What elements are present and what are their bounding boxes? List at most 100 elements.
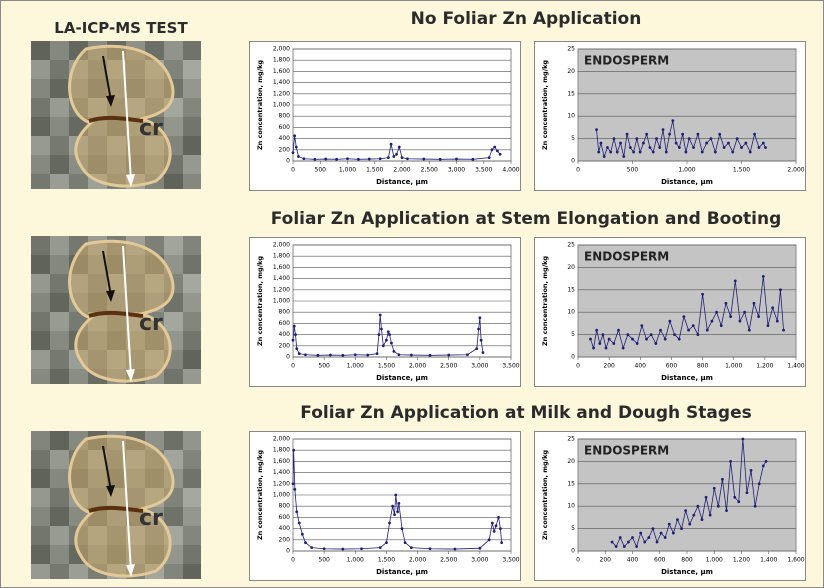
data-point (712, 486, 716, 490)
data-point (604, 346, 608, 350)
y-tick-label: 1,600 (273, 264, 290, 271)
mosaic-tile (31, 350, 50, 369)
mosaic-tile (31, 155, 50, 174)
data-point (668, 319, 672, 323)
mosaic-tile (50, 469, 69, 488)
data-point (293, 488, 297, 491)
y-tick-label: 1,400 (273, 79, 290, 86)
data-point (661, 128, 665, 132)
mosaic-tile (164, 41, 183, 60)
data-point (495, 149, 499, 153)
data-point (403, 541, 407, 544)
y-tick-label: 800 (279, 503, 291, 510)
mosaic-tile (183, 450, 201, 469)
data-point (740, 146, 743, 149)
y-tick-label: 1,800 (273, 57, 290, 64)
x-tick-label: 500 (627, 167, 639, 174)
data-point (394, 493, 398, 497)
data-point (493, 145, 497, 149)
x-tick-label: 1,000 (347, 363, 364, 370)
data-point (635, 137, 639, 140)
mosaic-tile (50, 274, 69, 293)
mosaic-tile (183, 98, 201, 117)
data-point (310, 546, 314, 550)
x-tick-label: 600 (654, 557, 666, 564)
x-tick-label: 2,000 (409, 557, 426, 564)
data-point (607, 337, 611, 341)
annotation: ENDOSPERM (584, 54, 669, 68)
mosaic-tile (164, 174, 183, 189)
mosaic-tile (183, 431, 201, 450)
data-point (479, 338, 483, 342)
arrow-black-head (106, 485, 115, 497)
y-tick-label: 5 (571, 135, 575, 142)
section-title: Foliar Zn Application at Stem Elongation… (270, 209, 782, 229)
mosaic-tile (31, 60, 50, 79)
data-point (663, 337, 667, 341)
y-tick-label: 1,600 (273, 458, 290, 465)
x-tick-label: 1,000 (347, 557, 364, 564)
data-point (647, 536, 651, 539)
data-point (764, 146, 767, 149)
data-point (324, 157, 328, 161)
y-tick-label: 1,800 (273, 447, 290, 454)
data-point (640, 324, 644, 328)
mosaic-tile (31, 369, 50, 384)
mosaic-tile (50, 41, 69, 60)
data-point (674, 141, 678, 145)
data-point (388, 521, 391, 525)
y-tick-label: 20 (567, 264, 575, 271)
y-tick-label: 10 (567, 503, 575, 510)
data-point (622, 155, 626, 158)
y-tick-label: 800 (279, 113, 291, 120)
y-tick-label: 25 (567, 46, 575, 53)
mosaic-tile (50, 174, 69, 189)
data-point (709, 137, 713, 140)
data-point (659, 328, 662, 332)
y-tick-label: 25 (567, 436, 575, 443)
data-point (378, 313, 382, 317)
data-point (292, 448, 296, 452)
data-point (761, 274, 765, 278)
data-point (700, 150, 704, 154)
mosaic-tile (183, 564, 201, 579)
mosaic-tile (31, 117, 50, 136)
mosaic-tile (50, 255, 69, 274)
mosaic-tile (183, 60, 201, 79)
data-point (597, 150, 601, 154)
arrow-white (122, 440, 132, 572)
x-tick-label: 1,000 (678, 167, 695, 174)
data-point (428, 547, 432, 551)
data-point (729, 315, 732, 319)
y-tick-label: 25 (567, 242, 575, 249)
y-tick-label: 1,800 (273, 253, 290, 260)
data-point (667, 522, 671, 526)
data-point (747, 328, 751, 332)
x-tick-label: 2,500 (440, 557, 457, 564)
chart: 0 5 10 15 20 25 0 200 400 600 800 1,000 1,200 1,400 1,… (534, 431, 806, 581)
y-tick-label: 5 (571, 331, 575, 338)
y-tick-label: 10 (567, 113, 575, 120)
arrow-white (122, 245, 132, 377)
data-line (292, 450, 503, 550)
data-point (622, 545, 626, 548)
data-point (392, 350, 396, 353)
data-point (631, 337, 634, 341)
data-point (700, 518, 704, 522)
x-tick-label: 1,500 (378, 363, 395, 370)
mosaic-tile (164, 369, 183, 384)
data-point (725, 509, 728, 513)
mosaic-tile (69, 369, 88, 384)
mosaic-tile (183, 236, 201, 255)
x-axis-label: Distance, µm (661, 374, 713, 382)
data-point (322, 547, 326, 551)
data-point (766, 324, 770, 328)
x-tick-label: 2,000 (409, 363, 426, 370)
data-point (701, 292, 704, 296)
mosaic-tile (50, 98, 69, 117)
y-tick-label: 10 (567, 309, 575, 316)
data-point (638, 150, 642, 154)
data-point (385, 338, 388, 342)
y-axis-label: Zn concentration, mg/kg (256, 60, 264, 150)
x-tick-label: 3,000 (448, 167, 465, 174)
